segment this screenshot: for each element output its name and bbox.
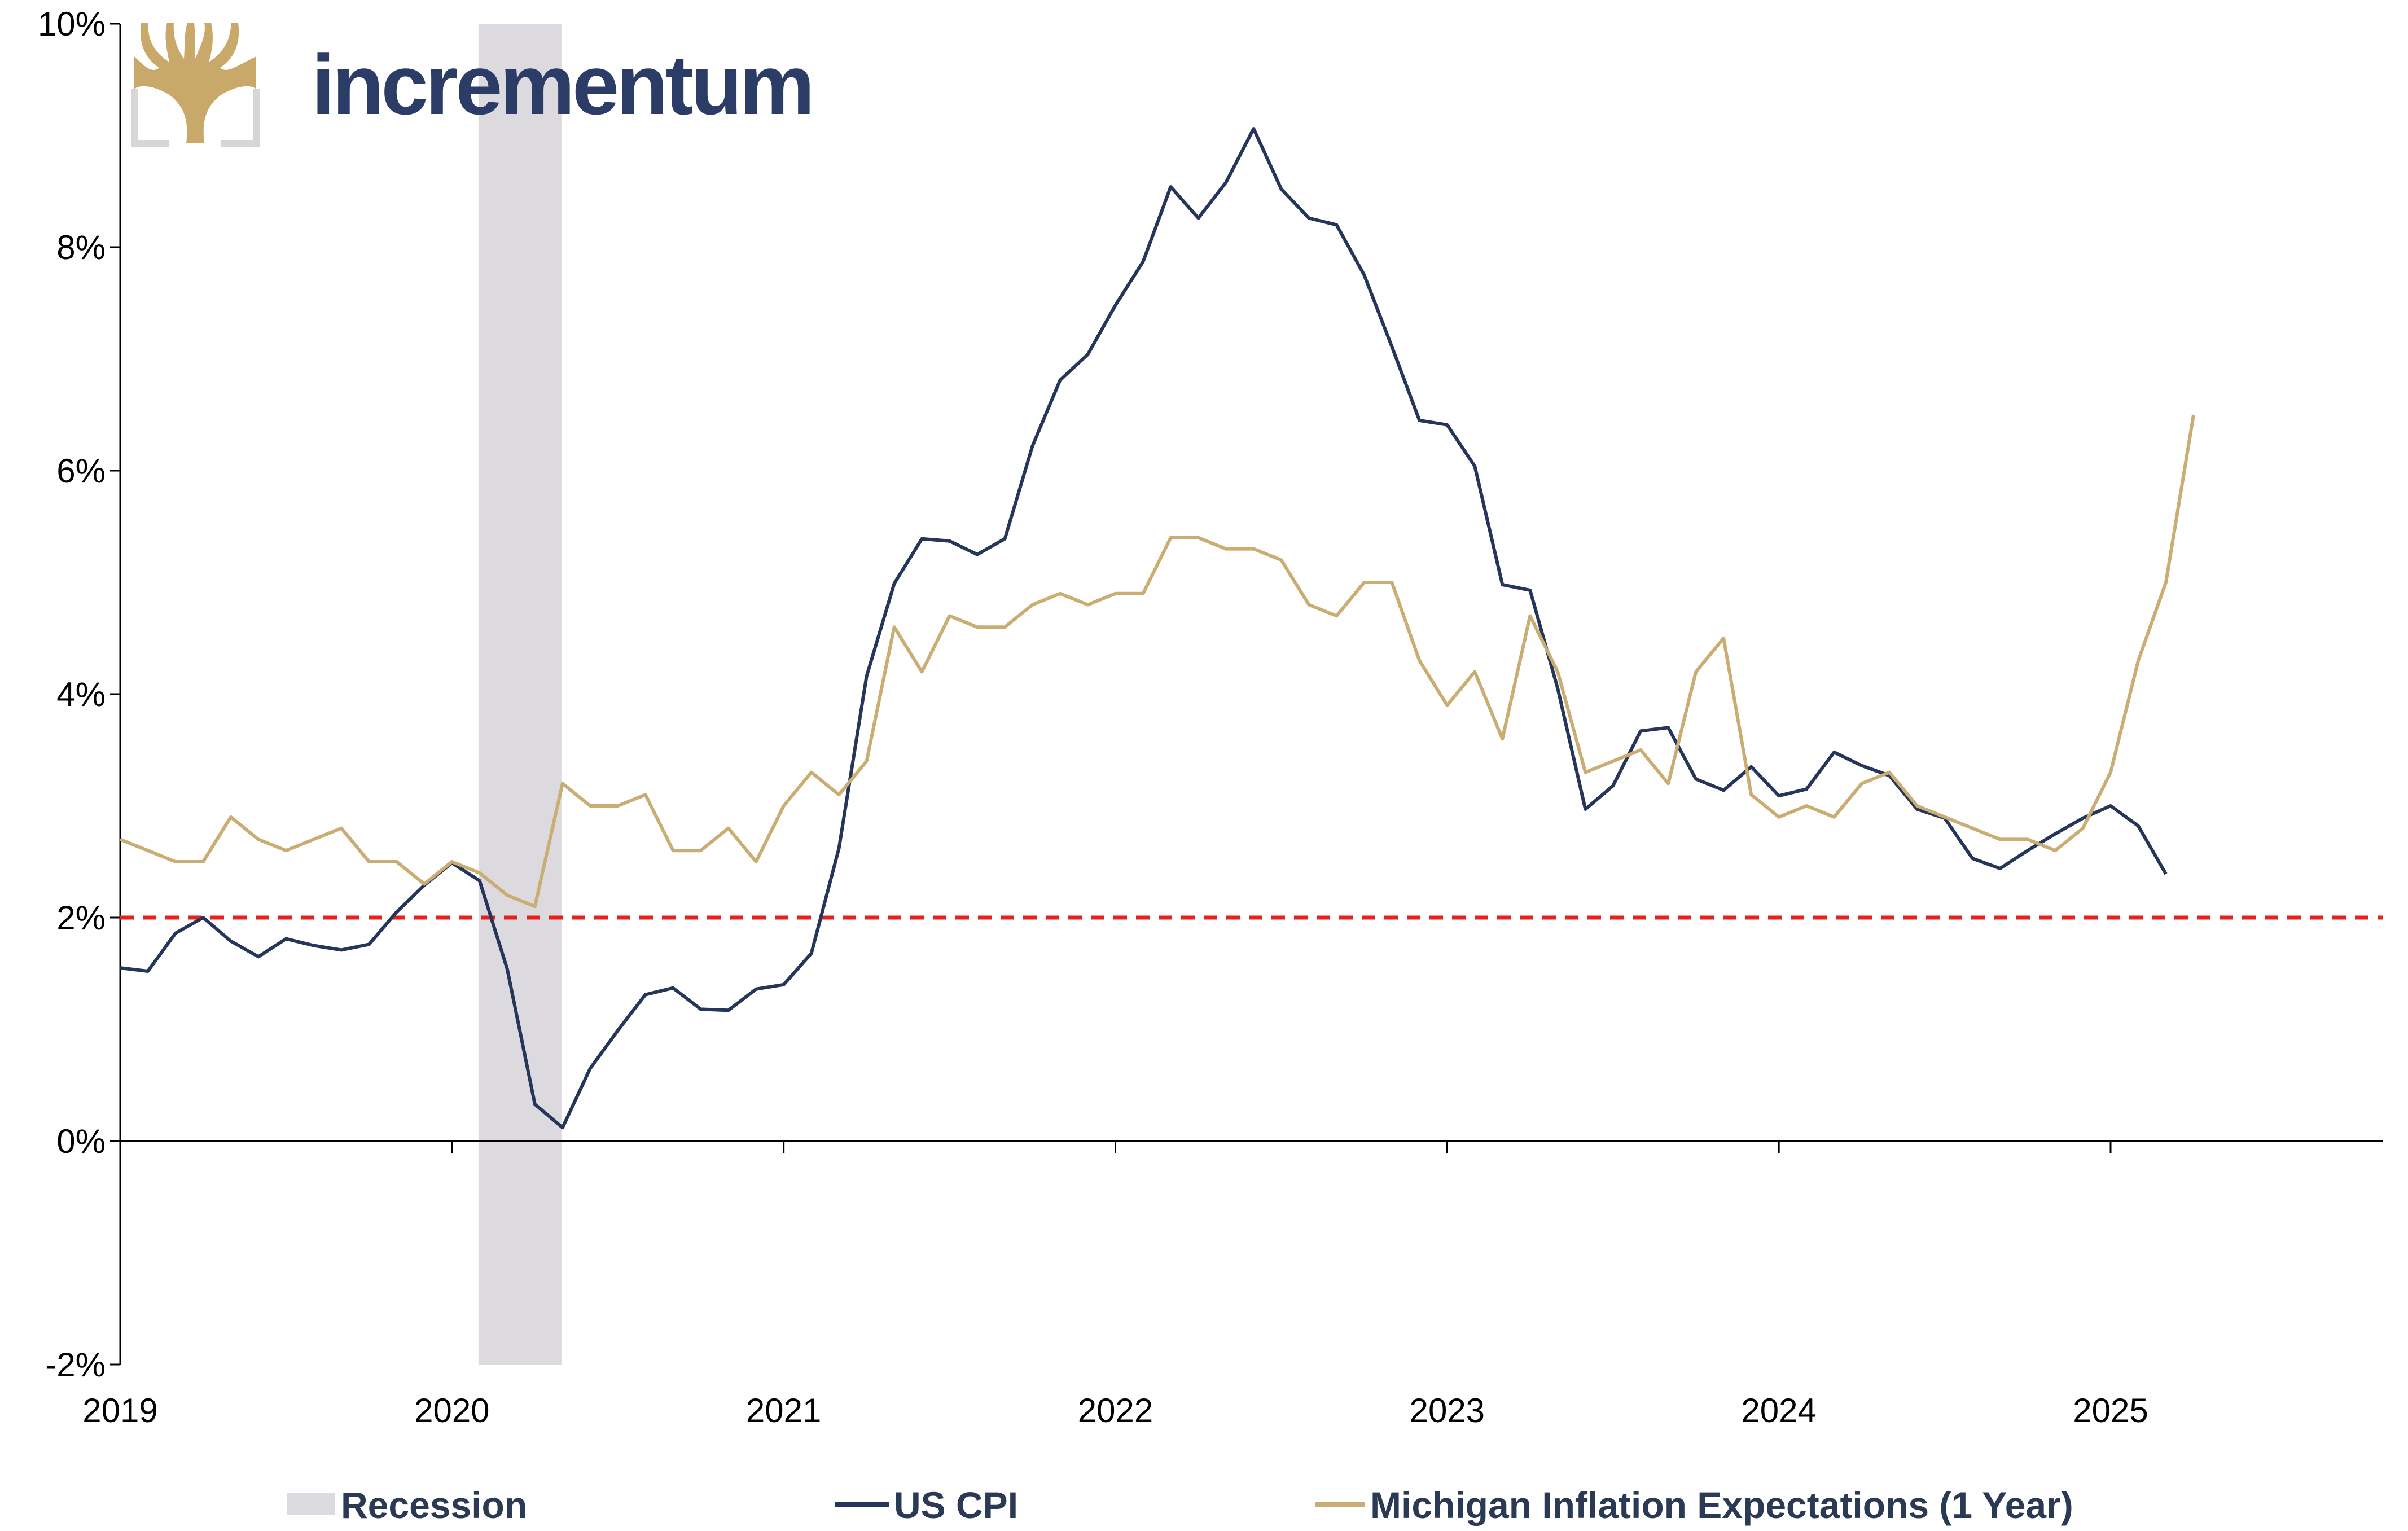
x-tick-label: 2022	[1078, 1392, 1153, 1429]
x-tick-label: 2024	[1741, 1392, 1816, 1429]
legend: Recession US CPI Michigan Inflation Expe…	[287, 1484, 2073, 1526]
y-tick-label: -2%	[45, 1346, 106, 1384]
x-tick-label: 2020	[414, 1392, 489, 1429]
x-axis-ticks: 2019 2020 2021 2022 2023 2024 2025	[82, 1141, 2148, 1429]
series-line-us-cpi	[120, 127, 2168, 1130]
x-tick-label: 2021	[746, 1392, 821, 1429]
y-axis-ticks: 10% 8% 6% 4% 2% 0% -2%	[38, 5, 120, 1384]
legend-label-us-cpi: US CPI	[894, 1484, 1018, 1526]
x-tick-label: 2025	[2073, 1392, 2148, 1429]
x-tick-label: 2019	[82, 1392, 157, 1429]
y-tick-label: 8%	[56, 229, 106, 266]
y-tick-label: 10%	[38, 5, 106, 43]
y-tick-label: 2%	[56, 899, 106, 937]
series-line-michigan-expectations	[119, 414, 2195, 909]
y-tick-label: 4%	[56, 675, 106, 713]
recession-band	[478, 24, 562, 1365]
legend-label-michigan-expectations: Michigan Inflation Expectations (1 Year)	[1370, 1484, 2073, 1526]
brand-name: incrementum	[312, 37, 812, 132]
y-tick-label: 0%	[56, 1122, 106, 1160]
legend-swatch-recession	[287, 1493, 335, 1515]
y-tick-label: 6%	[56, 452, 106, 490]
axes	[119, 24, 2383, 1365]
x-tick-label: 2023	[1410, 1392, 1485, 1429]
legend-label-recession: Recession	[341, 1484, 527, 1526]
tree-logo-icon	[131, 23, 260, 147]
